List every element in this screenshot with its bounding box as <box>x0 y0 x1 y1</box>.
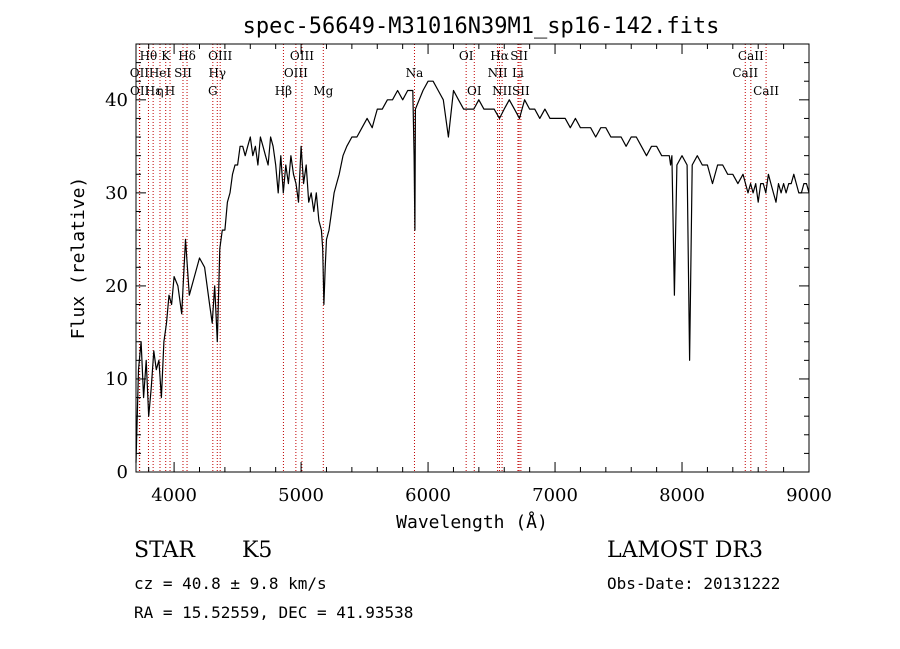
x-tick-label-2: 6000 <box>405 485 451 506</box>
line-label-bot-7: OI <box>467 84 482 98</box>
x-tick-label-4: 8000 <box>659 485 705 506</box>
line-label-mid-5: Na <box>406 66 424 80</box>
line-label-top-8: CaII <box>738 49 764 63</box>
y-tick-label-2: 20 <box>105 276 128 297</box>
line-label-top-0: Hθ <box>140 49 158 63</box>
line-label-bot-8: NII <box>492 84 512 98</box>
line-label-bot-6: Mg <box>313 84 333 98</box>
object-class: STAR <box>134 538 195 563</box>
line-label-bot-10: CaII <box>753 84 779 98</box>
emission-line-markers <box>138 44 767 472</box>
line-label-bot-9: SII <box>512 84 530 98</box>
y-axis: 0 10 20 30 40 <box>105 43 809 483</box>
x-tick-label-3: 7000 <box>532 485 578 506</box>
survey-name: LAMOST DR3 <box>607 538 763 563</box>
y-tick-label-4: 40 <box>105 90 128 111</box>
line-label-mid-3: Hγ <box>208 66 226 80</box>
coordinates: RA = 15.52559, DEC = 41.93538 <box>134 603 414 622</box>
y-axis-label: Flux (relative) <box>68 177 89 340</box>
redshift-value: cz = 40.8 ± 9.8 km/s <box>134 574 327 593</box>
object-subclass: K5 <box>242 538 273 563</box>
line-label-mid-4: OIII <box>284 66 308 80</box>
spectrum-series <box>135 80 810 463</box>
line-label-top-1: K <box>161 49 171 63</box>
line-label-bot-2: η <box>156 84 163 98</box>
line-label-mid-7: Li <box>512 66 524 80</box>
observation-date: Obs-Date: 20131222 <box>607 574 781 593</box>
line-label-bot-0: OII <box>130 84 150 98</box>
line-label-bot-3: H <box>165 84 175 98</box>
line-label-top-4: OIII <box>290 49 314 63</box>
line-label-bot-4: G <box>208 84 218 98</box>
line-label-top-7: SII <box>510 49 528 63</box>
line-label-bot-1: Hε <box>145 84 162 98</box>
x-axis: 4000 5000 6000 7000 8000 9000 <box>148 44 832 506</box>
line-label-top-6: Hα <box>490 49 509 63</box>
line-label-mid-0: OII <box>130 66 150 80</box>
x-tick-label-5: 9000 <box>786 485 832 506</box>
line-label-mid-1: HeI <box>149 66 172 80</box>
line-label-top-5: OI <box>459 49 474 63</box>
y-tick-label-1: 10 <box>105 369 128 390</box>
x-axis-label: Wavelength (Å) <box>396 511 548 533</box>
y-tick-label-3: 30 <box>105 183 128 204</box>
spectrum-line <box>135 80 810 463</box>
line-label-top-2: Hδ <box>178 49 196 63</box>
line-label-top-3: OIII <box>208 49 232 63</box>
line-label-mid-2: SII <box>174 66 192 80</box>
chart-title: spec-56649-M31016N39M1_sp16-142.fits <box>243 14 720 39</box>
y-tick-label-0: 0 <box>117 462 128 483</box>
x-tick-label-1: 5000 <box>278 485 324 506</box>
line-label-mid-6: NII <box>488 66 508 80</box>
x-tick-label-0: 4000 <box>151 485 197 506</box>
line-label-bot-5: Hβ <box>275 84 292 98</box>
plot-frame <box>135 43 810 473</box>
line-label-mid-8: CaII <box>732 66 758 80</box>
